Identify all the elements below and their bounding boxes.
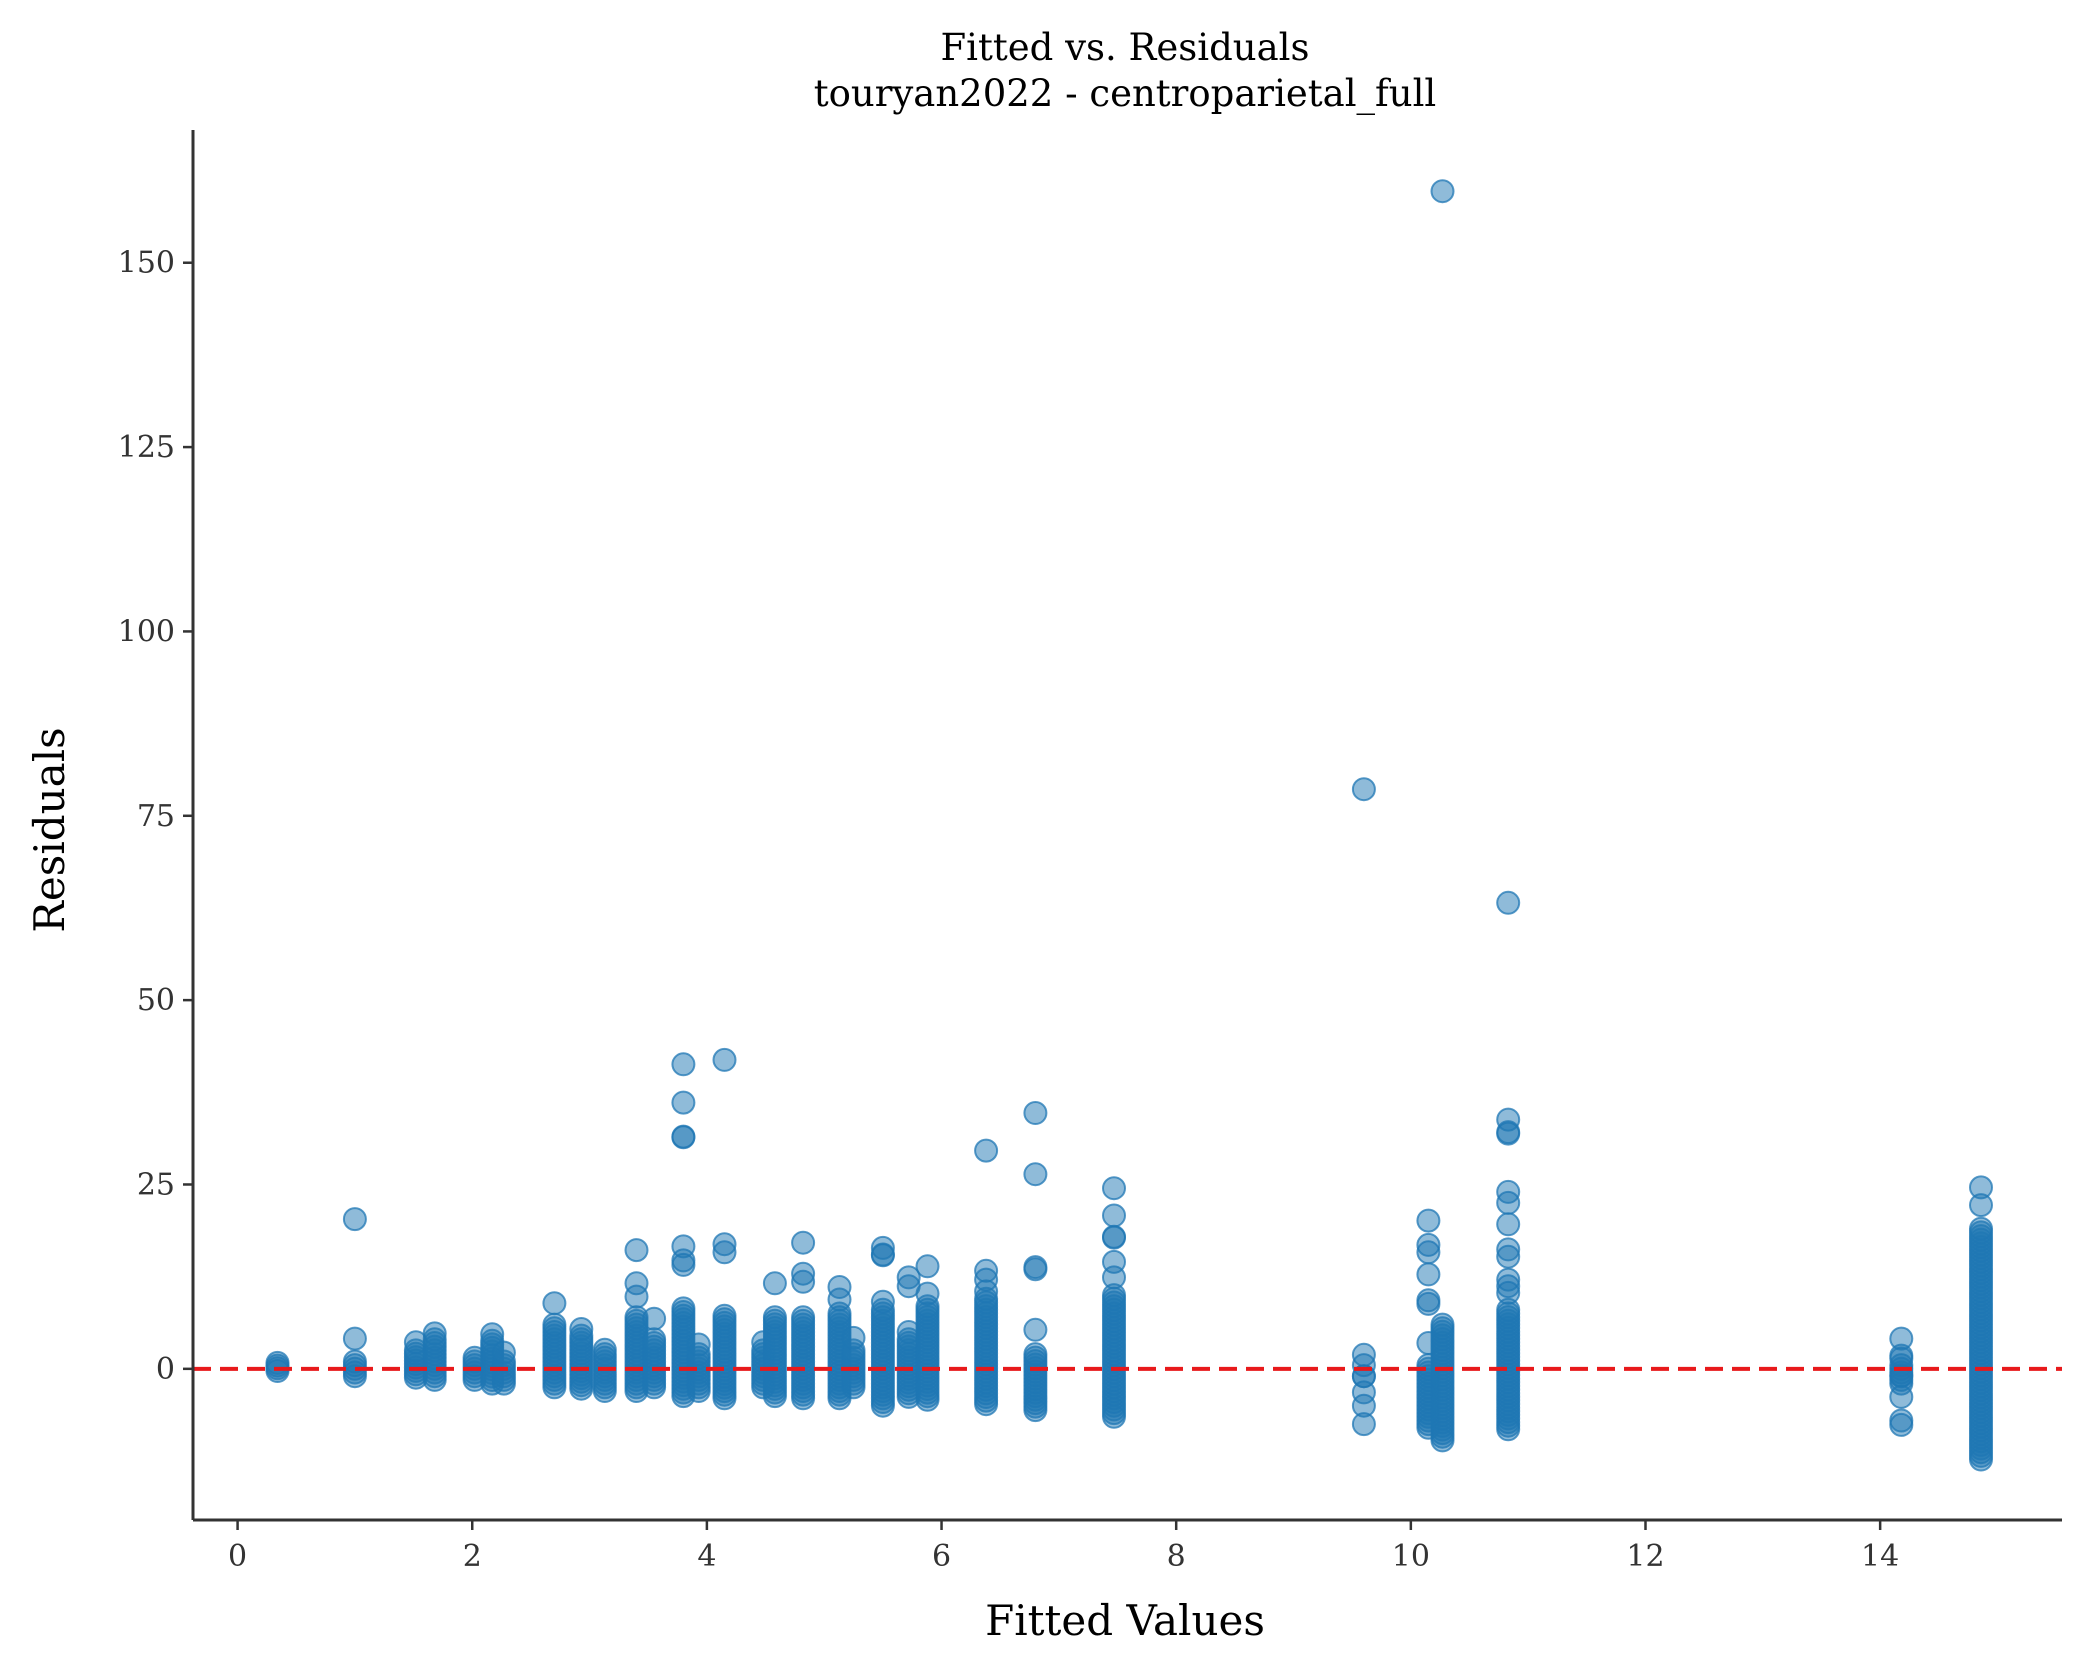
- data-point: [642, 1306, 667, 1331]
- data-point: [1023, 1162, 1048, 1187]
- data-point: [915, 1281, 940, 1306]
- data-point: [480, 1322, 505, 1347]
- y-axis-ticks: 0 25 50 75 100 125 150: [118, 246, 193, 1387]
- x-tick-label: 6: [932, 1539, 951, 1574]
- data-point: [422, 1321, 447, 1346]
- data-point: [712, 1303, 737, 1328]
- data-point: [791, 1305, 816, 1330]
- data-point: [1430, 179, 1455, 204]
- data-point: [642, 1327, 667, 1352]
- data-point: [342, 1326, 367, 1351]
- data-point: [542, 1312, 567, 1337]
- data-point: [1416, 1262, 1441, 1287]
- data-point: [1496, 1121, 1521, 1146]
- data-point: [342, 1207, 367, 1232]
- data-point: [671, 1052, 696, 1077]
- data-point: [1416, 1208, 1441, 1233]
- x-tick-label: 2: [463, 1539, 482, 1574]
- x-tick-label: 14: [1861, 1539, 1899, 1574]
- data-point: [1969, 1216, 1993, 1241]
- x-axis-label: Fitted Values: [985, 1596, 1265, 1645]
- data-point: [1496, 1212, 1521, 1237]
- data-point: [569, 1317, 594, 1341]
- data-point: [1102, 1176, 1126, 1201]
- data-point: [1023, 1342, 1048, 1367]
- data-point: [974, 1279, 999, 1304]
- data-point: [624, 1238, 649, 1263]
- data-point: [1351, 1353, 1376, 1378]
- y-tick-label: 150: [118, 246, 175, 281]
- data-point: [762, 1305, 787, 1330]
- data-point: [1102, 1224, 1126, 1249]
- data-point: [1889, 1412, 1914, 1437]
- data-point: [1496, 1280, 1521, 1305]
- data-point: [1102, 1265, 1126, 1290]
- data-point: [791, 1269, 816, 1294]
- data-point: [870, 1289, 895, 1314]
- data-point: [1023, 1257, 1048, 1282]
- data-point: [1102, 1203, 1126, 1228]
- y-tick-label: 75: [137, 799, 175, 834]
- data-point: [1969, 1193, 1993, 1218]
- chart-title: Fitted vs. Residuals: [941, 26, 1310, 69]
- data-point: [542, 1291, 567, 1316]
- data-point: [592, 1337, 617, 1362]
- data-point: [624, 1284, 649, 1309]
- data-point: [1889, 1384, 1914, 1409]
- data-point: [827, 1287, 852, 1312]
- data-point: [1416, 1291, 1441, 1316]
- y-tick-label: 50: [137, 983, 175, 1018]
- y-tick-label: 0: [156, 1352, 175, 1387]
- data-point: [686, 1332, 711, 1357]
- y-axis-label: Residuals: [25, 727, 74, 932]
- data-point: [791, 1230, 816, 1255]
- data-point: [1351, 777, 1376, 802]
- data-points: [265, 179, 1993, 1472]
- data-point: [671, 1252, 696, 1277]
- data-point: [1496, 1244, 1521, 1269]
- data-point: [1430, 1312, 1455, 1337]
- data-point: [671, 1124, 696, 1149]
- data-point: [762, 1271, 787, 1296]
- data-point: [1023, 1101, 1048, 1125]
- y-tick-label: 125: [118, 430, 175, 465]
- data-point: [1351, 1412, 1376, 1437]
- data-point: [974, 1138, 999, 1163]
- data-point: [491, 1340, 516, 1365]
- data-point: [1496, 1190, 1521, 1215]
- x-tick-label: 8: [1167, 1539, 1186, 1574]
- x-tick-label: 4: [697, 1539, 716, 1574]
- x-tick-label: 12: [1626, 1539, 1664, 1574]
- data-point: [1416, 1240, 1441, 1265]
- data-point: [841, 1325, 866, 1350]
- data-point: [915, 1254, 940, 1279]
- data-point: [712, 1047, 737, 1072]
- x-axis-ticks: 0 2 4 6 8 10 12 14: [228, 1520, 1899, 1574]
- data-point: [671, 1090, 696, 1115]
- y-tick-label: 100: [118, 614, 175, 649]
- chart-subtitle: touryan2022 - centroparietal_full: [814, 72, 1437, 116]
- data-point: [671, 1296, 696, 1321]
- data-point: [712, 1240, 737, 1265]
- x-tick-label: 0: [228, 1539, 247, 1574]
- data-point: [870, 1242, 895, 1267]
- x-tick-label: 10: [1392, 1539, 1430, 1574]
- y-tick-label: 25: [137, 1167, 175, 1202]
- data-point: [1023, 1317, 1048, 1342]
- data-point: [1496, 890, 1521, 915]
